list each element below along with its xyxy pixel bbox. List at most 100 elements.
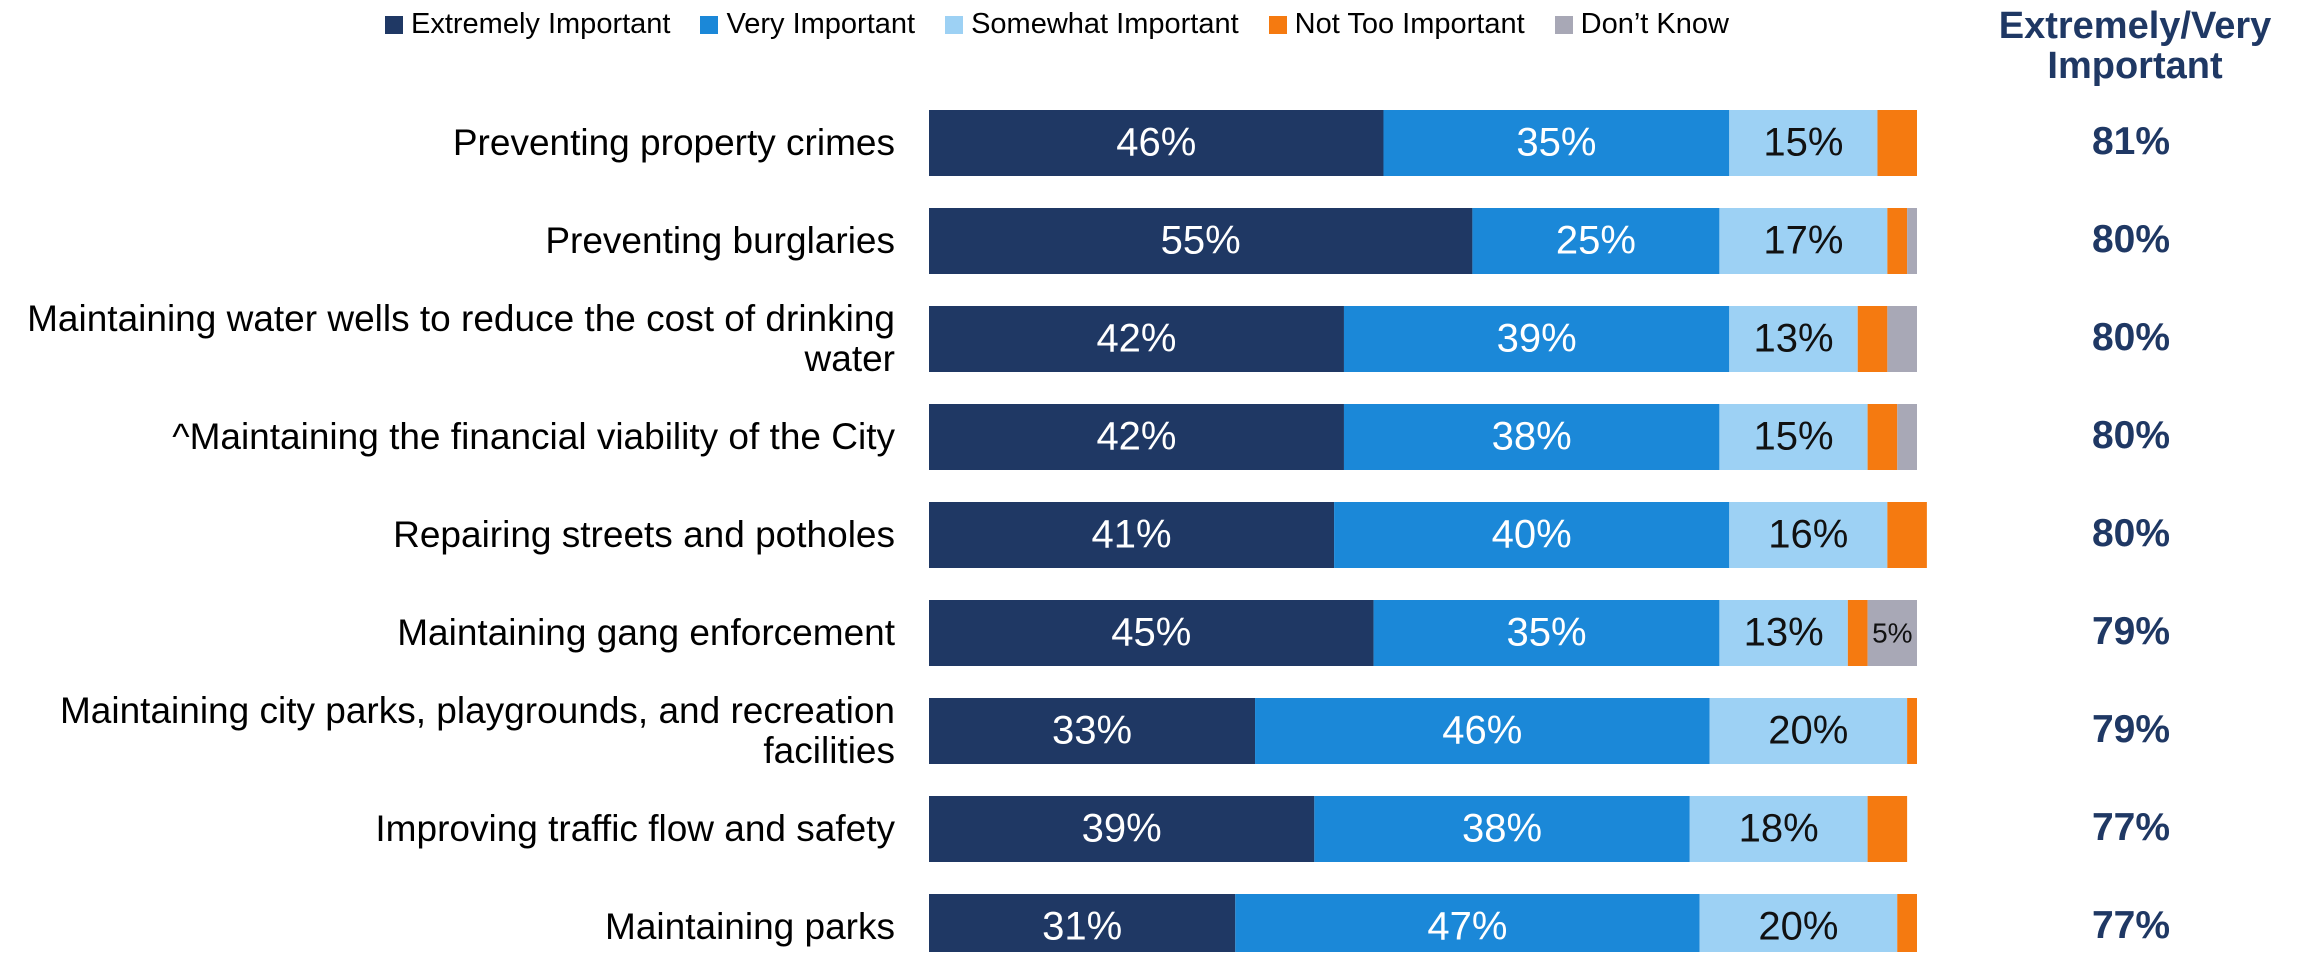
value-label: 42% <box>1096 415 1176 459</box>
legend-swatch <box>385 15 403 34</box>
bar-segment <box>1373 600 1720 666</box>
bar-segment <box>1867 404 1898 470</box>
bar-segment <box>1729 110 1878 176</box>
bar-segment <box>1719 404 1868 470</box>
bar-segment <box>1719 208 1888 274</box>
value-label: 41% <box>1092 513 1172 557</box>
bar-segment <box>1314 796 1690 862</box>
value-label: 35% <box>1506 611 1586 655</box>
legend-swatch <box>700 15 719 34</box>
total-label: 77% <box>2091 806 2171 849</box>
category-label: Improving traffic flow and safety <box>375 808 895 849</box>
plot: 46% 35% 15% 55% 25% 17% 42% 39% 13% 42% 38% 15% 41% 4… <box>929 110 1927 952</box>
bar-segment <box>929 796 1315 862</box>
bar-segment <box>929 600 1374 666</box>
bar-segment <box>1689 796 1868 862</box>
bar-segment <box>1729 502 1888 568</box>
totals-title: Extremely/Very Important <box>1998 5 2272 87</box>
category-label: ^Maintaining the financial viability of … <box>172 416 895 457</box>
bar-segment <box>1867 796 1908 862</box>
category-label: Maintaining water wells to reduce the co… <box>27 298 895 379</box>
legend: Extremely Important Very Important Somewha… <box>385 8 1729 41</box>
legend-label: Don’t Know <box>1580 8 1729 40</box>
value-label: 5% <box>1872 617 1912 648</box>
category-label: Maintaining city parks, playgrounds, and… <box>59 690 895 771</box>
value-label: 46% <box>1442 709 1522 753</box>
value-label: 25% <box>1556 219 1636 263</box>
value-label: 13% <box>1744 611 1824 655</box>
bar-segment <box>1877 110 1917 176</box>
value-label: 42% <box>1096 317 1176 361</box>
bar-segment <box>929 306 1344 372</box>
bar-segment <box>1729 306 1858 372</box>
value-label: 39% <box>1497 317 1577 361</box>
value-label: 39% <box>1082 807 1162 851</box>
value-label: 40% <box>1492 513 1572 557</box>
bar-segment <box>1897 404 1917 470</box>
bar-segment <box>1334 502 1730 568</box>
total-label: 81% <box>2091 120 2171 163</box>
total-label: 79% <box>2091 610 2171 653</box>
total-label: 80% <box>2091 316 2171 359</box>
bar-segment <box>1897 894 1917 952</box>
legend-item: Don’t Know <box>1554 8 1729 41</box>
legend-label: Not Too Important <box>1294 8 1525 40</box>
category-label: Maintaining parks <box>605 906 895 947</box>
value-label: 47% <box>1427 905 1507 949</box>
bar-segment <box>1472 208 1720 274</box>
bar-segment <box>1907 698 1917 764</box>
category-label: Repairing streets and potholes <box>393 514 895 555</box>
value-label: 13% <box>1753 317 1833 361</box>
value-label: 38% <box>1492 415 1572 459</box>
bar-segment <box>1907 208 1917 274</box>
legend-swatch <box>1268 15 1287 34</box>
bar-segment <box>1887 306 1917 372</box>
chart: 46% 35% 15% 55% 25% 17% 42% 39% 13% 42% 38% 15% 41% 4… <box>27 5 2272 952</box>
value-label: 55% <box>1161 219 1241 263</box>
value-label: 20% <box>1758 905 1838 949</box>
bar-segment <box>1867 600 1917 666</box>
bar-segment <box>1255 698 1710 764</box>
value-label: 15% <box>1753 415 1833 459</box>
legend-item: Extremely Important <box>385 8 670 41</box>
bar-segment <box>1343 306 1730 372</box>
category-label: Preventing property crimes <box>452 122 895 163</box>
total-label: 80% <box>2091 414 2171 457</box>
bar-segment <box>1235 894 1700 952</box>
bar-segment <box>1887 502 1927 568</box>
category-label: Maintaining gang enforcement <box>397 612 895 653</box>
value-label: 45% <box>1111 611 1191 655</box>
category-label: Preventing burglaries <box>545 220 895 261</box>
bar-segment <box>1847 600 1868 666</box>
bar-segment <box>929 404 1344 470</box>
legend-swatch <box>945 15 964 34</box>
bar-segment <box>929 208 1473 274</box>
total-label: 77% <box>2091 904 2171 947</box>
value-label: 38% <box>1462 807 1542 851</box>
bar-segment <box>1699 894 1898 952</box>
legend-label: Extremely Important <box>411 8 671 40</box>
bar-segment <box>929 894 1236 952</box>
legend-item: Not Too Important <box>1268 8 1525 41</box>
bar-segment <box>929 502 1335 568</box>
legend-swatch <box>1554 15 1573 34</box>
total-label: 80% <box>2091 512 2171 555</box>
bar-segment <box>1887 208 1908 274</box>
value-label: 33% <box>1052 709 1132 753</box>
total-label: 79% <box>2091 708 2171 751</box>
bar-segment <box>1857 306 1888 372</box>
legend-item: Somewhat Important <box>945 8 1239 41</box>
value-label: 17% <box>1763 219 1843 263</box>
value-label: 20% <box>1768 709 1848 753</box>
bar-segment <box>929 698 1256 764</box>
value-label: 31% <box>1042 905 1122 949</box>
value-label: 16% <box>1768 513 1848 557</box>
value-label: 15% <box>1763 121 1843 165</box>
value-label: 35% <box>1516 121 1596 165</box>
total-label: 80% <box>2091 218 2171 261</box>
value-label: 18% <box>1739 807 1819 851</box>
bar-segment <box>1719 600 1848 666</box>
value-label: 46% <box>1116 121 1196 165</box>
bar-segment <box>1383 110 1730 176</box>
legend-item: Very Important <box>700 8 915 41</box>
